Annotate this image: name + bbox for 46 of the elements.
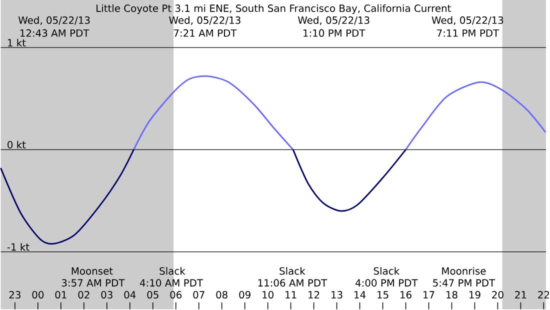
x-tick-label: 00 xyxy=(32,291,44,299)
text: Wed, 05/22/13 xyxy=(432,16,504,26)
x-tick-label: 23 xyxy=(9,291,20,299)
text: 11:06 AM PDT xyxy=(258,279,328,287)
x-tick-label: 08 xyxy=(216,291,228,299)
text: 7:21 AM PDT xyxy=(174,29,237,37)
x-tick-label: 13 xyxy=(332,291,342,299)
y-tick-label: -1 kt xyxy=(7,243,30,251)
x-tick-label: 16 xyxy=(400,291,412,299)
text: Slack xyxy=(374,267,400,275)
x-tick-label: 11 xyxy=(286,291,296,299)
text: 7:11 PM PDT xyxy=(437,30,500,37)
y-tick-label: 1 kt xyxy=(8,39,26,47)
x-tick-label: 20 xyxy=(492,291,504,299)
x-tick-label: 03 xyxy=(101,291,112,299)
text: 5:47 PM PDT xyxy=(433,279,496,287)
text: Moonrise xyxy=(442,267,486,275)
x-tick-label: 01 xyxy=(55,291,66,299)
text: 1:10 PM PDT xyxy=(304,29,366,37)
text: Moonset xyxy=(72,268,113,275)
text: Wed, 05/22/13 xyxy=(169,16,240,26)
text: Wed, 05/22/13 xyxy=(298,16,370,26)
x-tick-label: 02 xyxy=(78,291,90,299)
text: 4:00 PM PDT xyxy=(356,279,418,287)
x-tick-label: 10 xyxy=(262,291,274,299)
text: Slack xyxy=(160,267,186,275)
x-tick-label: 07 xyxy=(193,291,204,299)
x-tick-label: 17 xyxy=(424,291,434,299)
x-tick-label: 15 xyxy=(378,291,388,299)
text: Wed, 05/22/13 xyxy=(18,16,90,26)
y-tick-label: 0 kt xyxy=(8,140,26,149)
x-tick-label: 12 xyxy=(308,291,320,299)
chart-title: Little Coyote Pt 3.1 mi ENE, South San Francisco Bay, California Current xyxy=(96,4,451,14)
x-tick-label: 05 xyxy=(147,291,158,299)
x-tick-label: 19 xyxy=(470,291,480,299)
x-tick-label: 18 xyxy=(446,291,458,299)
text: 3:57 AM PDT xyxy=(62,279,125,287)
text: 4:10 AM PDT xyxy=(140,279,204,287)
text: 12:43 AM PDT xyxy=(20,29,90,37)
x-tick-label: 09 xyxy=(239,291,250,299)
x-tick-label: 04 xyxy=(124,291,136,299)
x-tick-label: 14 xyxy=(354,291,366,299)
x-tick-label: 21 xyxy=(515,291,526,299)
text: Slack xyxy=(280,267,306,275)
x-tick-label: 06 xyxy=(170,291,182,299)
x-tick-label: 22 xyxy=(538,291,550,299)
